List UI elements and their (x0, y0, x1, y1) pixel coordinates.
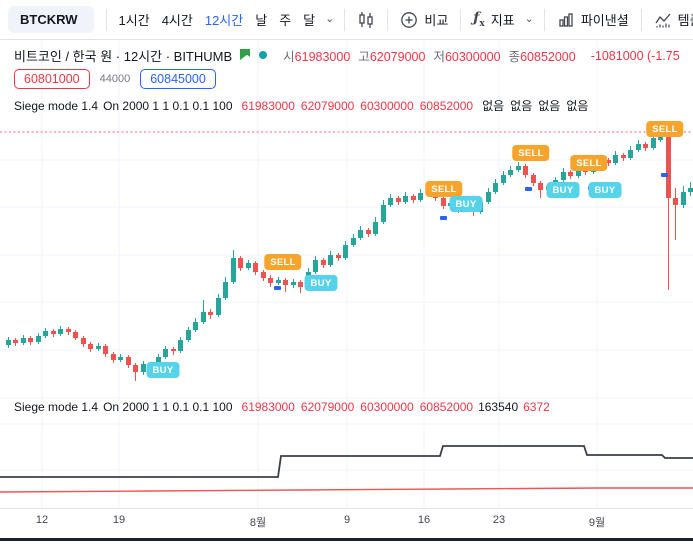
study-value: 62079000 (300, 400, 355, 414)
sell-signal-label[interactable]: SELL (264, 254, 302, 270)
study-value: 62079000 (300, 98, 355, 113)
interval-button-12시간[interactable]: 12시간 (204, 13, 244, 28)
study-value: 60300000 (360, 98, 414, 113)
sell-price-button[interactable]: 60801000 (14, 69, 90, 89)
price-change: -1081000 (-1.75 (590, 48, 680, 63)
interval-button-날[interactable]: 날 (255, 13, 268, 28)
time-axis-label: 8월 (249, 517, 267, 529)
chart-style-button[interactable] (351, 6, 381, 34)
buy-signal-label[interactable]: BUY (304, 275, 338, 291)
zigzag-template-icon (654, 11, 672, 29)
compare-label: 비교 (424, 13, 449, 28)
study-value: 없음 (566, 99, 589, 113)
interval-button-1시간[interactable]: 1시간 (118, 13, 150, 28)
study-values: 61983000 62079000 60300000 60852000 (242, 99, 474, 113)
chevron-down-icon[interactable]: ⌄ (524, 13, 534, 25)
study-value: 60852000 (419, 400, 474, 414)
study-extra-dark: 163540 (478, 400, 519, 414)
sell-signal-label[interactable]: SELL (570, 155, 608, 171)
study-params: On 2000 1 1 0.1 0.1 100 (103, 98, 233, 113)
templates-button[interactable]: 템플릿 (648, 5, 693, 34)
time-axis-label: 19 (112, 514, 126, 526)
interval-button-달[interactable]: 달 (303, 13, 316, 28)
time-axis-label: 9월 (588, 517, 606, 529)
study-value: 61983000 (241, 98, 295, 113)
main-toolbar: BTCKRW 1시간 4시간 12시간 날 주 달 ⌄ 비교 ƒx 지표 ⌄ 파이낸셜 (0, 0, 693, 40)
indicators-button[interactable]: ƒx 지표 (467, 5, 520, 34)
buy-signal-label[interactable]: BUY (146, 362, 180, 378)
interval-button-group: 1시간 4시간 12시간 날 주 달 (113, 5, 322, 34)
lower-study-legend[interactable]: Siege mode 1.4 On 2000 1 1 0.1 0.1 100 6… (14, 400, 550, 414)
circle-plus-icon (400, 11, 418, 29)
symbol-title[interactable]: 비트코인 / 한국 원 · 12시간 · BITHUMB (14, 49, 233, 64)
study-value: 없음 (482, 99, 505, 113)
toolbar-separator (640, 8, 642, 31)
time-axis-label: 23 (492, 514, 506, 526)
ohlc-pair: 시61983000 (283, 50, 351, 64)
buy-signal-label[interactable]: BUY (588, 182, 622, 198)
financials-label: 파이낸셜 (580, 13, 629, 28)
symbol-legend-row: 비트코인 / 한국 원 · 12시간 · BITHUMB 시61983000 고6… (14, 46, 680, 65)
buy-price-button[interactable]: 60845000 (140, 69, 216, 89)
interval-button-주[interactable]: 주 (279, 13, 292, 28)
bar-chart-icon (557, 11, 575, 29)
candlestick-chart-icon (357, 11, 375, 29)
ohlc-values: 시61983000 고62079000 저60300000 종60852000 (275, 46, 576, 65)
study-name: Siege mode 1.4 (14, 400, 99, 414)
study-params: On 2000 1 1 0.1 0.1 100 (103, 400, 233, 414)
spread-value: 44000 (99, 73, 131, 85)
interval-button-4시간[interactable]: 4시간 (161, 13, 193, 28)
toolbar-separator (460, 8, 462, 31)
bottom-divider-bar (0, 538, 693, 541)
study-value: 60852000 (419, 98, 474, 113)
ohlc-pair: 고62079000 (358, 50, 426, 64)
sell-signal-label[interactable]: SELL (512, 145, 550, 161)
toolbar-separator (543, 8, 545, 31)
study-value: 없음 (510, 99, 533, 113)
study-name: Siege mode 1.4 (14, 98, 99, 113)
buy-signal-label[interactable]: BUY (449, 196, 483, 212)
templates-label: 템플릿 (677, 13, 693, 28)
buy-signal-label[interactable]: BUY (546, 182, 580, 198)
study-extra-red: 6372 (523, 400, 550, 414)
sell-signal-label[interactable]: SELL (425, 181, 463, 197)
toolbar-separator (105, 8, 107, 31)
indicators-label: 지표 (490, 13, 515, 28)
ohlc-pair: 저60300000 (433, 50, 501, 64)
fx-indicator-icon: ƒx (473, 10, 485, 29)
toolbar-separator (344, 8, 346, 31)
study-extras: 없음 없음 없음 없음 (482, 97, 588, 114)
ohlc-pair: 종60852000 (508, 50, 576, 64)
market-flag-icon (239, 48, 251, 64)
chevron-down-icon[interactable]: ⌄ (325, 13, 335, 25)
main-study-legend[interactable]: Siege mode 1.4 On 2000 1 1 0.1 0.1 100 6… (14, 97, 588, 114)
symbol-search-button[interactable]: BTCKRW (8, 6, 94, 33)
time-axis-label: 16 (417, 514, 431, 526)
study-value: 없음 (538, 99, 561, 113)
compare-button[interactable]: 비교 (394, 5, 454, 34)
study-value: 61983000 (241, 400, 295, 414)
time-axis[interactable]: 12 19 8월 9 16 23 9월 (0, 508, 693, 539)
order-price-row: 60801000 44000 60845000 (14, 69, 216, 89)
sell-signal-label[interactable]: SELL (646, 121, 684, 137)
study-values: 61983000 62079000 60300000 60852000 (242, 400, 474, 414)
time-axis-label: 12 (35, 514, 49, 526)
time-axis-label: 9 (343, 514, 351, 526)
toolbar-separator (387, 8, 389, 31)
financials-button[interactable]: 파이낸셜 (551, 5, 635, 34)
data-status-dot-icon (258, 48, 268, 63)
study-value: 60300000 (360, 400, 414, 414)
